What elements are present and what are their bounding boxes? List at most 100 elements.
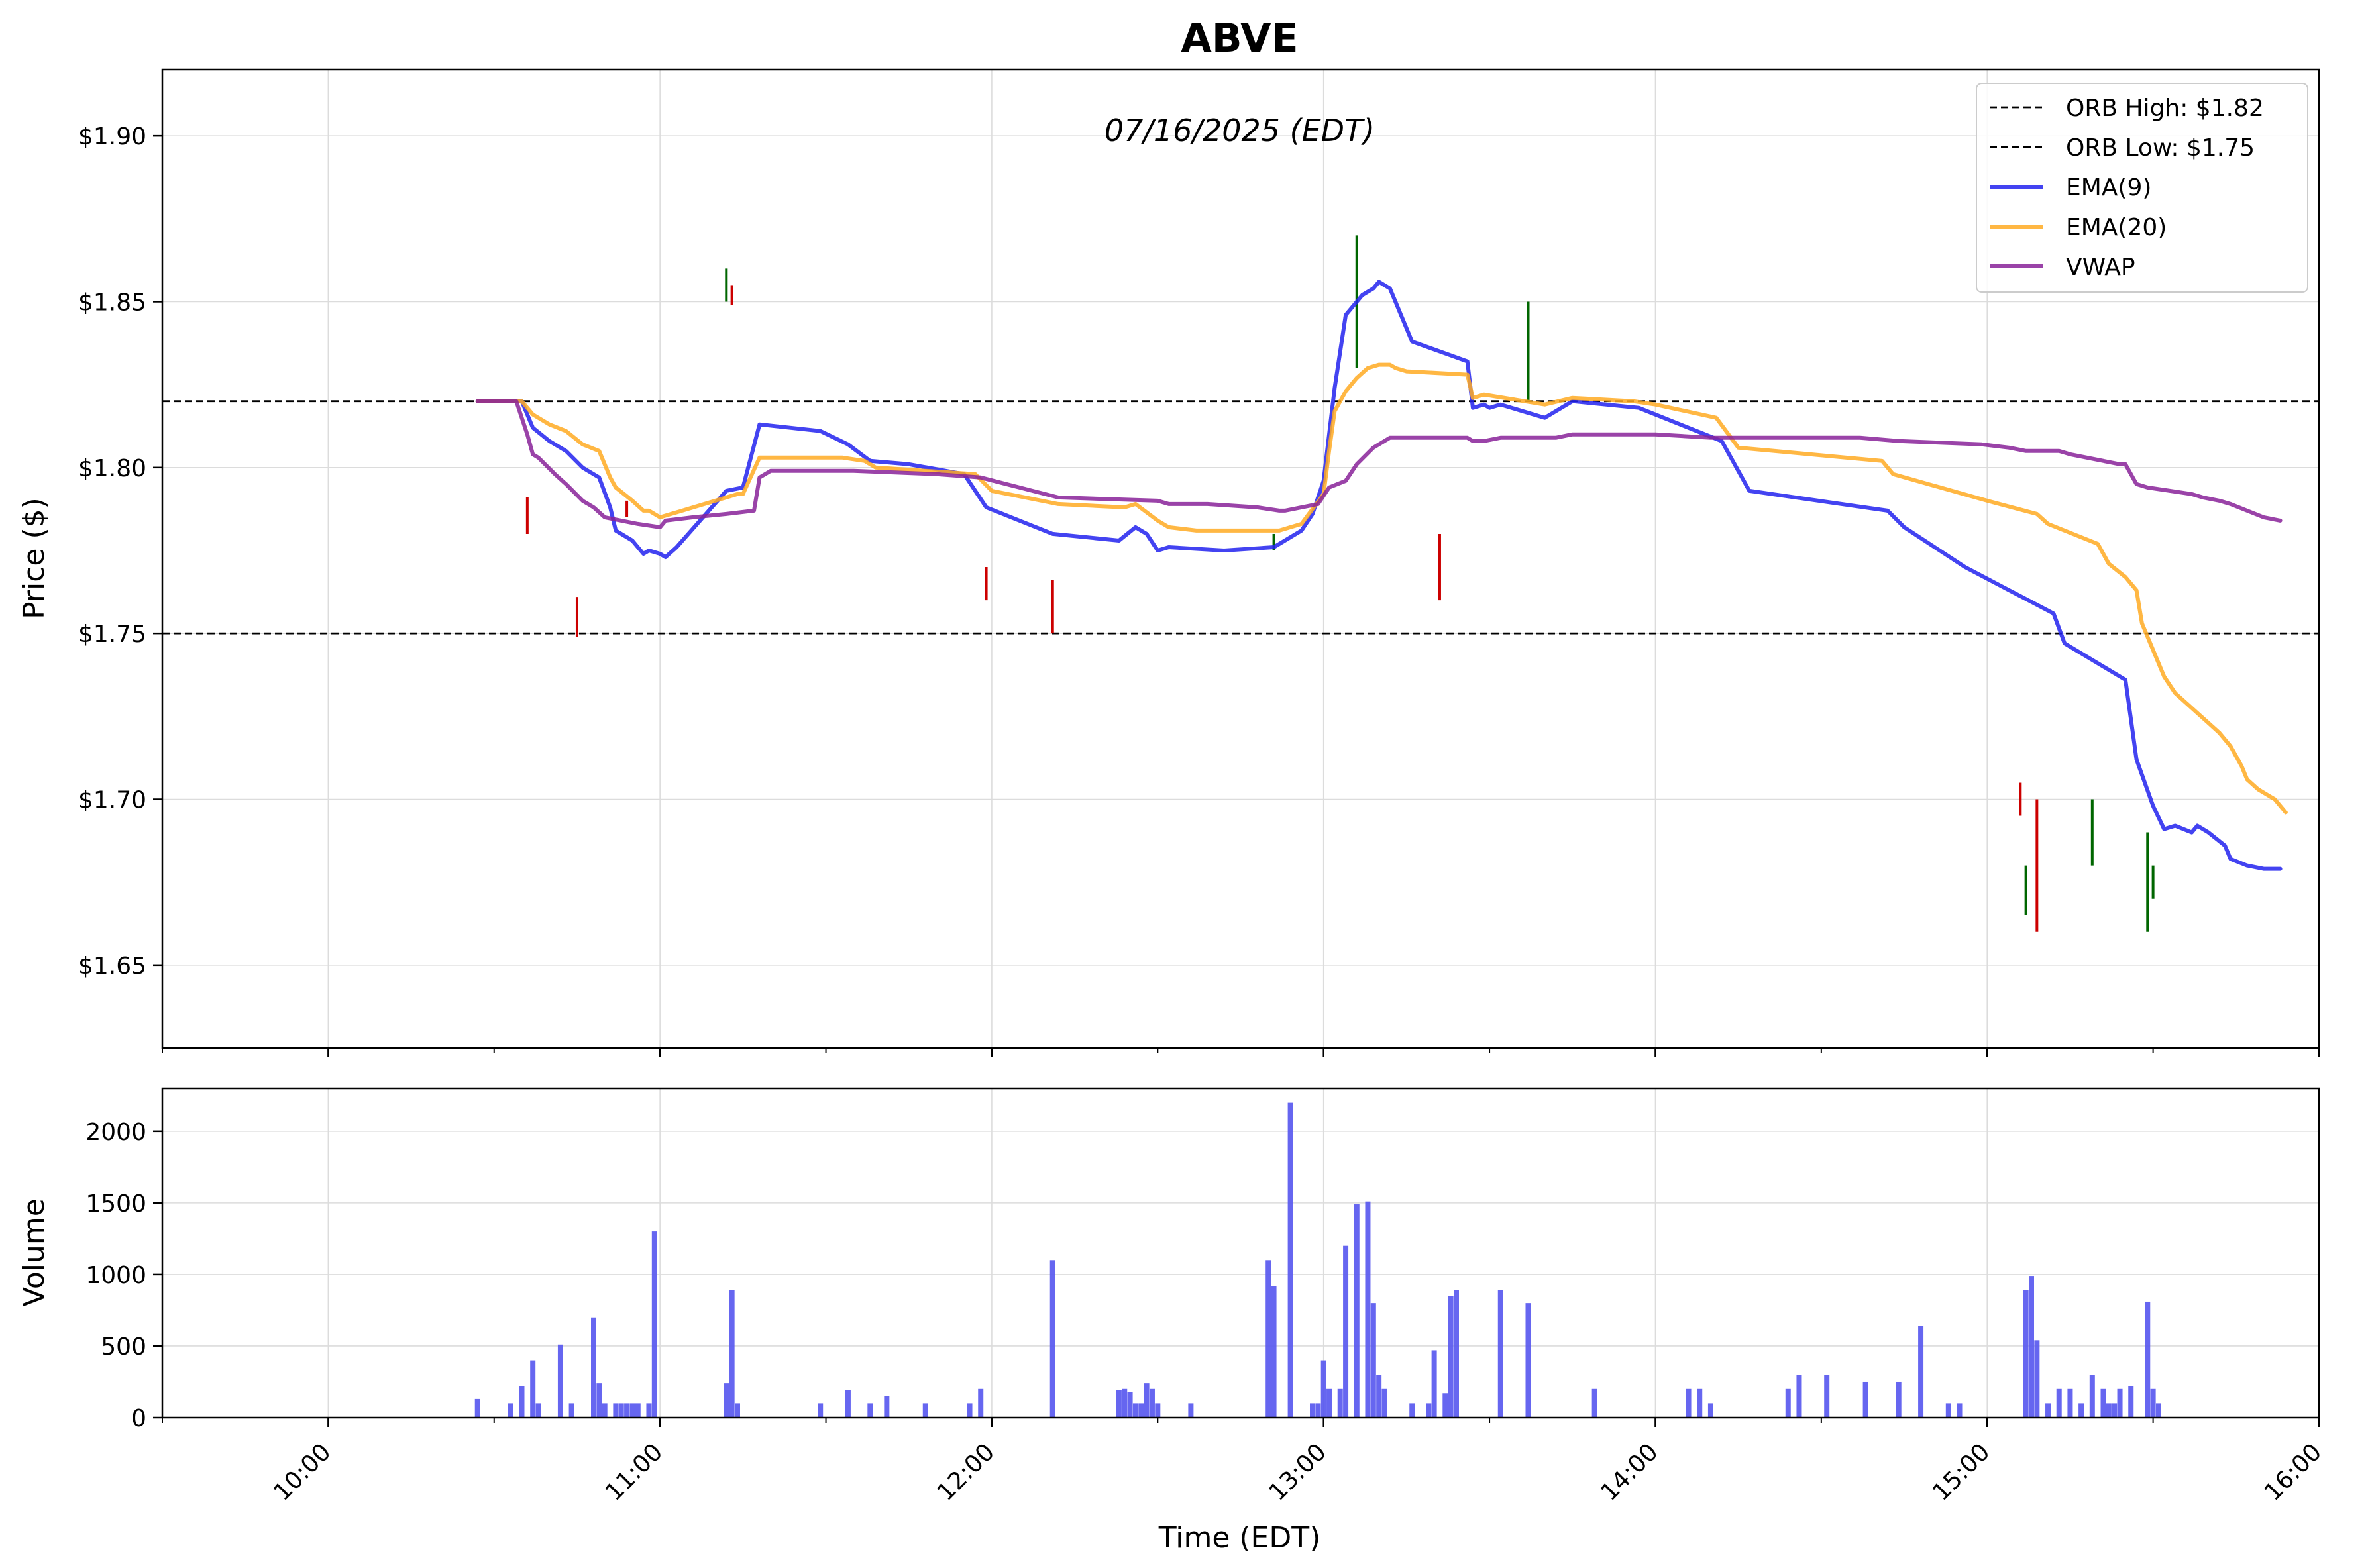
- volume-bar: [2106, 1403, 2112, 1418]
- series-line: [475, 362, 2288, 815]
- volume-bar: [2145, 1301, 2151, 1418]
- legend-label: EMA(20): [2066, 214, 2167, 241]
- volume-bar: [2117, 1388, 2123, 1418]
- volume-y-tick-label: 500: [101, 1333, 146, 1361]
- volume-y-axis-label: Volume: [17, 1198, 51, 1307]
- volume-bar: [2100, 1388, 2106, 1418]
- volume-bar: [1370, 1303, 1376, 1418]
- volume-bar: [2056, 1388, 2062, 1418]
- volume-bar: [1945, 1403, 1951, 1418]
- volume-bar: [978, 1388, 984, 1418]
- volume-bar: [1454, 1290, 1459, 1418]
- volume-bar: [1155, 1403, 1161, 1418]
- volume-bar: [735, 1403, 740, 1418]
- volume-bar: [1707, 1403, 1713, 1418]
- reference-lines: [162, 400, 2319, 635]
- volume-bar: [474, 1398, 480, 1418]
- volume-bar: [1138, 1403, 1144, 1418]
- volume-bar: [1365, 1201, 1371, 1418]
- volume-bar: [635, 1403, 641, 1418]
- price-y-axis-label: Price ($): [17, 497, 51, 619]
- volume-bar: [1448, 1296, 1454, 1418]
- volume-bar: [2023, 1290, 2029, 1418]
- price-panel: 07/16/2025 (EDT) $1.65$1.70$1.75$1.80$1.…: [17, 68, 2320, 1057]
- volume-bar: [2150, 1388, 2156, 1418]
- volume-bar: [1337, 1388, 1343, 1418]
- volume-bar: [629, 1403, 635, 1418]
- volume-bar: [2067, 1388, 2073, 1418]
- volume-bar: [1409, 1403, 1415, 1418]
- price-y-tick-label: $1.90: [78, 123, 146, 150]
- volume-bar: [1310, 1403, 1315, 1418]
- volume-bar: [1918, 1326, 1924, 1418]
- volume-bar: [535, 1403, 541, 1418]
- volume-bar: [1271, 1286, 1277, 1418]
- volume-bar: [508, 1403, 513, 1418]
- volume-bar: [1132, 1403, 1138, 1418]
- legend: ORB High: $1.82 ORB Low: $1.75 EMA(9) EMA(2…: [1976, 83, 2308, 293]
- volume-bar: [602, 1403, 608, 1418]
- volume-bar: [1049, 1260, 1055, 1418]
- volume-bar: [2045, 1403, 2051, 1418]
- volume-bar: [530, 1360, 536, 1418]
- volume-y-tick-label: 1500: [85, 1190, 146, 1218]
- volume-bar: [1824, 1375, 1830, 1418]
- legend-label: VWAP: [2066, 254, 2135, 281]
- volume-y-ticks: 0 500 1000 1500 2000: [85, 1119, 162, 1432]
- volume-bars: [474, 1102, 2161, 1418]
- volume-bar: [2155, 1403, 2161, 1418]
- series-line: [475, 280, 2283, 871]
- volume-bar: [1354, 1204, 1360, 1418]
- volume-bar: [1326, 1388, 1332, 1418]
- volume-bar: [1796, 1375, 1802, 1418]
- volume-bar: [1122, 1388, 1128, 1418]
- price-plot-frame: [161, 68, 2320, 1049]
- volume-plot-frame: [161, 1087, 2320, 1419]
- volume-bar: [1144, 1383, 1150, 1418]
- candles: [525, 235, 2155, 932]
- legend-label: ORB High: $1.82: [2066, 95, 2264, 122]
- legend-label: EMA(9): [2066, 174, 2151, 201]
- volume-y-tick-label: 0: [131, 1405, 146, 1432]
- chart-subtitle: 07/16/2025 (EDT): [1104, 113, 1375, 148]
- volume-bar: [818, 1403, 824, 1418]
- series-line: [475, 399, 2283, 529]
- volume-bar: [1697, 1388, 1703, 1418]
- volume-bar: [2128, 1386, 2134, 1418]
- volume-bar: [1591, 1388, 1597, 1418]
- legend-label: ORB Low: $1.75: [2066, 134, 2255, 162]
- volume-bar: [1315, 1403, 1321, 1418]
- volume-bar: [596, 1383, 602, 1418]
- volume-bar: [1376, 1375, 1382, 1418]
- volume-bar: [1896, 1381, 1902, 1418]
- volume-bar: [2089, 1375, 2095, 1418]
- volume-bar: [967, 1403, 973, 1418]
- volume-y-tick-label: 2000: [85, 1119, 146, 1146]
- volume-bar: [519, 1386, 525, 1418]
- legend-box: [1976, 83, 2308, 293]
- volume-bar: [2029, 1276, 2034, 1418]
- volume-bar: [1265, 1260, 1271, 1418]
- volume-bar: [646, 1403, 652, 1418]
- volume-bar: [568, 1403, 574, 1418]
- price-x-ticks: [162, 1048, 2320, 1057]
- chart-title: ABVE: [1181, 15, 1298, 62]
- volume-bar: [1116, 1390, 1122, 1418]
- volume-bar: [1287, 1102, 1293, 1418]
- volume-bar: [1188, 1403, 1194, 1418]
- volume-bar: [729, 1290, 735, 1418]
- volume-bar: [1149, 1388, 1155, 1418]
- price-y-tick-label: $1.65: [78, 953, 146, 980]
- volume-bar: [2034, 1340, 2040, 1418]
- volume-bar: [1381, 1388, 1387, 1418]
- price-y-tick-label: $1.80: [78, 455, 146, 482]
- volume-bar: [1320, 1360, 1326, 1418]
- volume-bar: [651, 1231, 657, 1418]
- volume-bar: [724, 1383, 729, 1418]
- price-y-tick-label: $1.70: [78, 786, 146, 813]
- volume-y-tick-label: 1000: [85, 1262, 146, 1289]
- price-y-tick-label: $1.85: [78, 289, 146, 316]
- volume-bar: [618, 1403, 624, 1418]
